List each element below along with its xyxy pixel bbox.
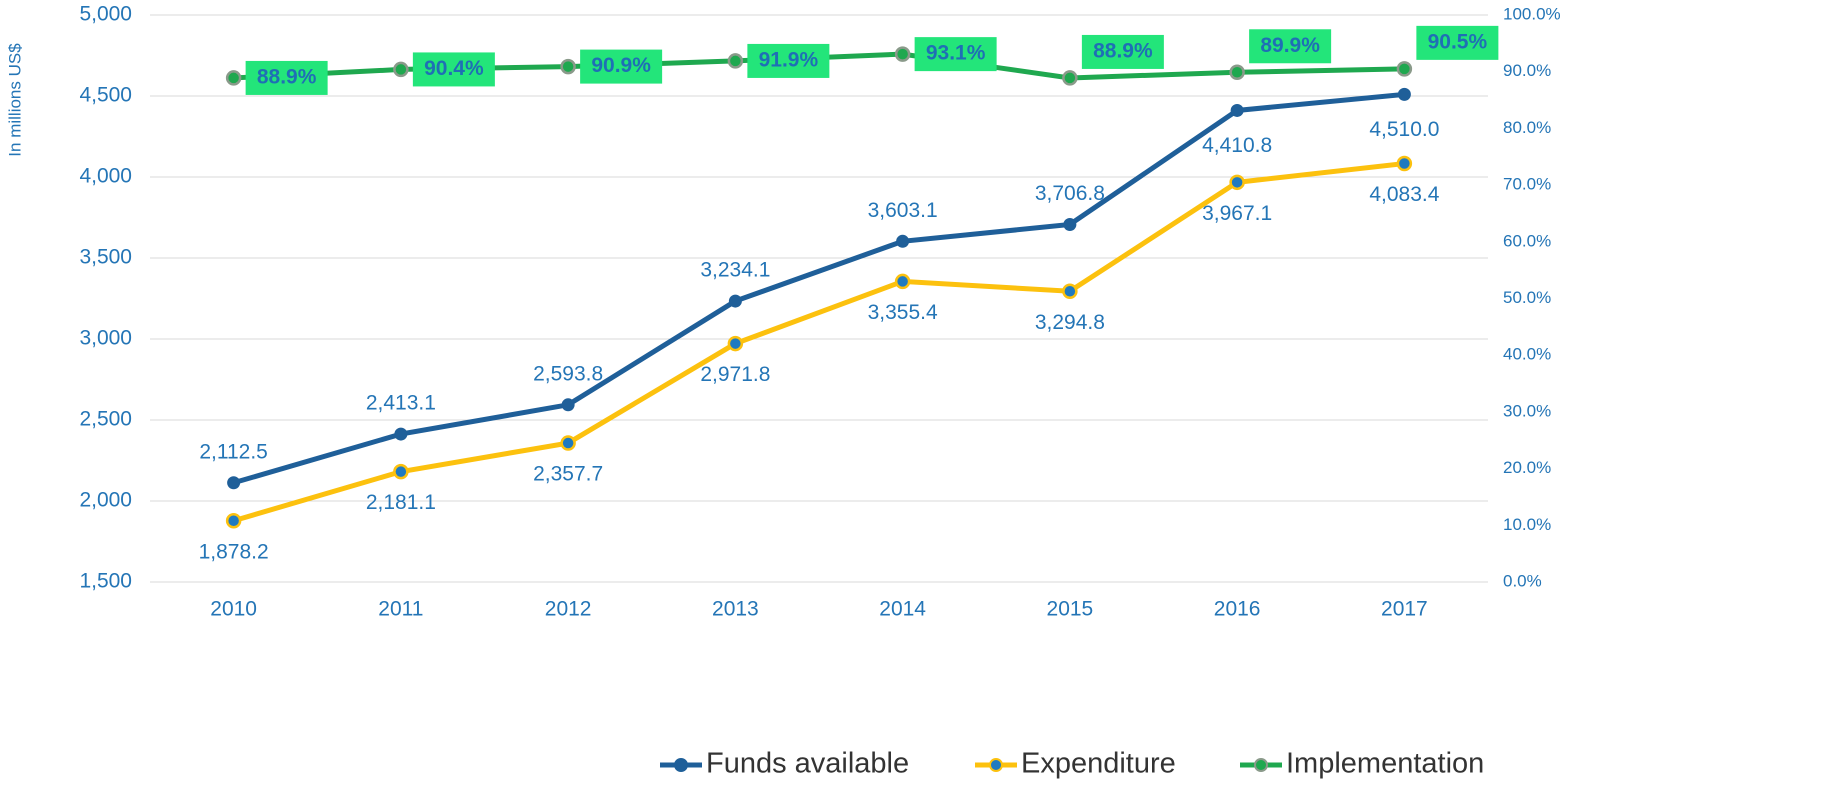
data-label: 4,410.8 (1202, 134, 1272, 157)
point (1396, 61, 1413, 77)
label-box (1249, 29, 1332, 64)
point (728, 294, 742, 308)
y2-tick-label: 70.0% (1503, 175, 1551, 194)
point (227, 476, 241, 490)
point (896, 234, 910, 248)
y-tick-label: 1,500 (79, 570, 132, 593)
x-tick-label: 2013 (712, 598, 759, 621)
data-label: 2,413.1 (366, 392, 436, 415)
y2-tick-label: 100.0% (1503, 4, 1561, 23)
label-box (245, 60, 328, 95)
point (1062, 70, 1078, 86)
label-box (1081, 34, 1164, 69)
data-label: 2,357.7 (533, 463, 603, 486)
y2-tick-label: 50.0% (1503, 288, 1551, 307)
point (225, 70, 242, 86)
data-label: 2,181.1 (366, 491, 436, 514)
data-label: 1,878.2 (199, 540, 269, 563)
label-box (412, 52, 495, 87)
y2-tick-label: 0.0% (1503, 571, 1542, 590)
y2-tick-label: 30.0% (1503, 401, 1551, 420)
y-tick-label: 3,000 (79, 327, 132, 350)
data-label: 2,593.8 (533, 362, 603, 385)
data-label: 90.4% (424, 57, 484, 80)
data-label: 3,234.1 (700, 259, 770, 282)
y2-tick-label: 90.0% (1503, 61, 1551, 80)
point (894, 273, 911, 290)
y-tick-label: 3,500 (79, 246, 132, 269)
legend-label: Expenditure (1021, 748, 1176, 780)
data-label: 2,112.5 (199, 440, 268, 463)
label-box (580, 49, 663, 84)
data-label: 93.1% (926, 42, 986, 65)
point (560, 58, 576, 75)
data-label: 2,971.8 (700, 363, 770, 386)
data-label: 4,510.0 (1369, 118, 1439, 141)
data-label: 88.9% (257, 65, 317, 88)
point (727, 335, 744, 352)
point (1229, 174, 1245, 191)
data-label: 88.9% (1093, 39, 1153, 62)
series-line (232, 161, 1405, 524)
legend-label: Funds available (706, 748, 909, 780)
x-tick-label: 2016 (1214, 598, 1261, 621)
y-tick-label: 5,000 (79, 3, 132, 26)
point (225, 512, 242, 529)
point (894, 46, 911, 62)
data-label: 90.9% (591, 54, 651, 77)
x-tick-label: 2010 (210, 598, 257, 621)
y-tick-label: 2,000 (79, 489, 132, 512)
x-tick-label: 2011 (378, 598, 423, 621)
data-label: 90.5% (1428, 30, 1488, 53)
point (393, 61, 409, 78)
data-label: 3,706.8 (1035, 182, 1105, 205)
y2-tick-label: 80.0% (1503, 118, 1551, 137)
series-line (232, 91, 1405, 486)
point (1397, 87, 1411, 101)
point (727, 53, 744, 69)
label-box (914, 37, 997, 72)
data-label: 91.9% (759, 48, 819, 71)
y-axis-label: In millions US$ (5, 43, 24, 157)
point (1230, 103, 1244, 117)
y-tick-label: 4,500 (79, 84, 132, 107)
label-box (747, 43, 830, 78)
y-tick-label: 2,500 (79, 408, 132, 431)
x-tick-label: 2015 (1047, 598, 1094, 621)
data-label: 3,294.8 (1035, 311, 1105, 334)
label-box (1416, 25, 1499, 60)
x-tick-label: 2014 (879, 598, 926, 621)
legend-marker (989, 758, 1003, 772)
point (1229, 64, 1245, 81)
legend-marker (1254, 758, 1268, 772)
y2-tick-label: 20.0% (1503, 458, 1551, 477)
point (561, 398, 575, 412)
point (1396, 155, 1413, 172)
data-label: 3,355.4 (868, 301, 938, 324)
point (1062, 283, 1078, 299)
point (393, 463, 409, 480)
data-label: 3,603.1 (868, 199, 938, 222)
x-tick-label: 2012 (545, 598, 592, 621)
data-label: 3,967.1 (1202, 202, 1272, 225)
y2-tick-label: 60.0% (1503, 231, 1551, 250)
legend-label: Implementation (1286, 748, 1484, 780)
point (1063, 217, 1077, 231)
x-tick-label: 2017 (1381, 598, 1428, 621)
point (560, 435, 576, 451)
legend-marker (674, 758, 688, 772)
data-label: 89.9% (1260, 34, 1320, 57)
y2-tick-label: 40.0% (1503, 345, 1551, 364)
y-tick-label: 4,000 (79, 165, 132, 188)
y2-tick-label: 10.0% (1503, 515, 1551, 534)
data-label: 4,083.4 (1369, 183, 1439, 206)
point (394, 427, 408, 441)
